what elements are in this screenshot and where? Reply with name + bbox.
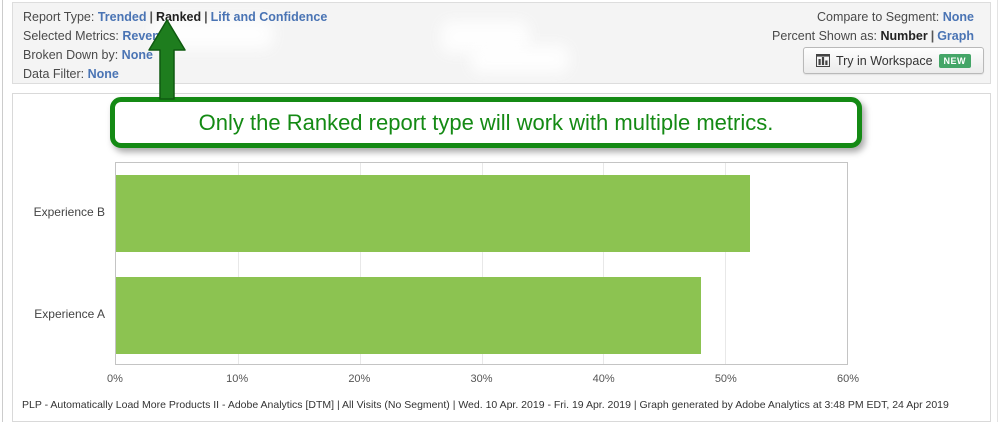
data-filter-label: Data Filter: — [23, 67, 85, 81]
report-settings-left: Report Type: Trended | Ranked | Lift and Con… — [23, 8, 327, 84]
annotation-callout: Only the Ranked report type will work wi… — [110, 97, 862, 148]
new-badge: NEW — [938, 53, 972, 68]
broken-down-by-label: Broken Down by: — [23, 48, 119, 62]
separator: | — [204, 10, 208, 24]
category-label: Experience B — [33, 205, 105, 220]
x-tick-label: 0% — [107, 373, 123, 385]
x-tick-label: 10% — [226, 373, 249, 385]
data-filter-value-link[interactable]: None — [87, 67, 119, 81]
report-settings-header: Report Type: Trended | Ranked | Lift and Con… — [12, 2, 991, 84]
report-type-lift-link[interactable]: Lift and Confidence — [210, 10, 328, 24]
left-edge-divider — [2, 0, 3, 422]
report-type-label: Report Type: — [23, 10, 95, 24]
x-tick-label: 20% — [348, 373, 371, 385]
selected-metrics-value-link[interactable]: Revenue — [122, 29, 175, 43]
annotation-callout-text: Only the Ranked report type will work wi… — [198, 109, 774, 135]
gridline — [481, 163, 483, 364]
bar-experience-a — [116, 276, 701, 354]
workspace-button-label: Try in Workspace — [835, 53, 933, 68]
report-type-ranked-selected[interactable]: Ranked — [155, 10, 202, 24]
right-edge-divider — [997, 0, 998, 422]
x-tick-label: 60% — [836, 373, 860, 385]
bar-chart-plot-area — [115, 162, 848, 365]
compare-segment-label: Compare to Segment: — [816, 10, 940, 24]
x-tick-label: 40% — [592, 373, 615, 385]
category-label: Experience A — [34, 306, 105, 321]
percent-shown-row: Percent Shown as: Number | Graph — [772, 27, 974, 46]
bar-experience-b — [116, 175, 750, 253]
gridline — [237, 163, 239, 364]
broken-down-by-row: Broken Down by: None — [23, 46, 327, 65]
percent-shown-number-selected[interactable]: Number — [880, 29, 928, 43]
report-settings-right: Compare to Segment: None Percent Shown a… — [772, 8, 974, 46]
compare-segment-value-link[interactable]: None — [942, 10, 974, 24]
workspace-chart-icon — [815, 54, 830, 67]
x-tick-label: 30% — [470, 373, 493, 385]
separator: | — [930, 29, 935, 43]
gridline — [725, 163, 727, 364]
selected-metrics-label: Selected Metrics: — [23, 29, 119, 43]
data-filter-row: Data Filter: None — [23, 65, 327, 84]
separator: | — [149, 10, 153, 24]
gridline — [603, 163, 605, 364]
selected-metrics-row: Selected Metrics: Revenue — [23, 27, 327, 46]
report-type-trended-link[interactable]: Trended — [97, 10, 147, 24]
x-tick-label: 50% — [714, 373, 737, 385]
percent-shown-graph-link[interactable]: Graph — [937, 29, 974, 43]
blur-patch — [471, 45, 569, 73]
try-in-workspace-button[interactable]: Try in Workspace NEW — [803, 47, 984, 74]
chart-footer-caption: PLP - Automatically Load More Products I… — [22, 399, 949, 411]
report-type-row: Report Type: Trended | Ranked | Lift and Con… — [23, 8, 327, 27]
percent-shown-label: Percent Shown as: — [772, 29, 877, 43]
broken-down-by-value-link[interactable]: None — [121, 48, 153, 62]
gridline — [359, 163, 361, 364]
compare-segment-row: Compare to Segment: None — [772, 8, 974, 27]
